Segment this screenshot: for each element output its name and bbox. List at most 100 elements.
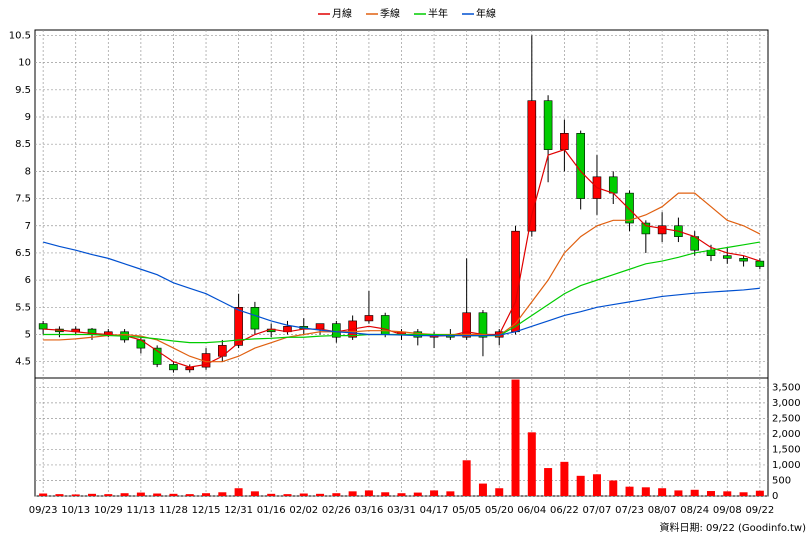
- candle-body: [722, 255, 732, 259]
- volume-bar: [71, 494, 80, 496]
- x-tick-label: 04/17: [420, 505, 449, 516]
- volume-bar: [153, 493, 162, 496]
- candle-body: [641, 222, 651, 235]
- volume-bar: [690, 489, 699, 496]
- volume-bar: [544, 468, 553, 496]
- candle-body: [462, 312, 471, 338]
- y-tick-label: 8: [25, 166, 31, 177]
- y-tick-label: 10.5: [9, 30, 31, 41]
- volume-bar: [706, 491, 715, 496]
- volume-bar: [169, 493, 178, 496]
- volume-bar: [592, 474, 601, 496]
- volume-bar: [332, 493, 341, 496]
- volume-bar: [739, 492, 748, 496]
- y-tick-label: 6: [25, 275, 31, 286]
- x-tick-label: 05/20: [485, 505, 514, 516]
- volume-bar: [674, 490, 683, 496]
- volume-bar: [202, 493, 211, 496]
- volume-bar: [397, 493, 406, 496]
- legend-label: 半年: [428, 7, 448, 20]
- x-tick-label: 11/28: [159, 505, 188, 516]
- volume-bar: [120, 493, 129, 496]
- x-tick-label: 11/13: [126, 505, 155, 516]
- footnote: 資料日期: 09/22 (Goodinfo.tw): [659, 521, 806, 534]
- candle-body: [608, 176, 618, 194]
- x-tick-label: 10/13: [61, 505, 90, 516]
- x-tick-label: 10/29: [94, 505, 123, 516]
- volume-bar: [39, 493, 48, 496]
- y-tick-label: 6.5: [15, 248, 31, 259]
- volume-bar: [723, 491, 732, 496]
- volume-bar: [55, 494, 64, 496]
- y-tick-label: 4.5: [15, 357, 31, 368]
- x-tick-label: 09/22: [745, 505, 774, 516]
- volume-bar: [609, 480, 618, 496]
- x-tick-label: 02/02: [289, 505, 318, 516]
- volume-bar: [495, 488, 504, 496]
- candle-body: [234, 307, 243, 346]
- x-tick-label: 07/07: [583, 505, 612, 516]
- x-tick-label: 01/16: [257, 505, 286, 516]
- volume-bar: [364, 490, 373, 496]
- volume-bar: [218, 492, 227, 496]
- y-tick-label: 9: [25, 112, 31, 123]
- y-tick-label: 9.5: [15, 85, 31, 96]
- x-tick-label: 03/31: [387, 505, 416, 516]
- ma-line: [42, 241, 760, 337]
- x-tick-label: 08/24: [680, 505, 709, 516]
- x-tick-label: 03/16: [355, 505, 384, 516]
- y2-tick-label: 2,500: [772, 413, 801, 424]
- candle-body: [364, 315, 374, 322]
- candle-body: [739, 258, 748, 262]
- volume-bar: [283, 494, 292, 496]
- volume-bar: [641, 487, 650, 496]
- volume-bar: [527, 432, 536, 496]
- legend-label: 年線: [476, 7, 496, 20]
- y2-tick-label: 500: [772, 475, 791, 486]
- volume-bar: [88, 493, 97, 496]
- y2-tick-label: 3,000: [772, 398, 801, 409]
- candle-body: [560, 133, 569, 150]
- y2-tick-label: 2,000: [772, 429, 801, 440]
- x-tick-label: 07/23: [615, 505, 644, 516]
- candle-body: [169, 364, 178, 371]
- legend-label: 季線: [380, 7, 400, 20]
- candle-body: [625, 192, 634, 224]
- volume-bar: [413, 492, 422, 496]
- volume-bar: [478, 483, 487, 496]
- candle-body: [38, 323, 48, 330]
- volume-bar: [446, 491, 455, 496]
- candle-body: [152, 347, 162, 365]
- y2-tick-label: 3,500: [772, 382, 801, 393]
- volume-bar: [658, 488, 667, 496]
- x-tick-label: 09/23: [29, 505, 58, 516]
- volume-bar: [381, 492, 390, 496]
- candle-body: [657, 225, 667, 235]
- x-tick-label: 06/22: [550, 505, 579, 516]
- candle-body: [527, 100, 537, 232]
- volume-bar: [104, 494, 113, 496]
- volume-bar: [625, 486, 634, 496]
- candle-body: [755, 260, 765, 267]
- candle-body: [315, 323, 325, 330]
- volume-bar: [250, 491, 259, 496]
- y2-tick-label: 1,000: [772, 460, 801, 471]
- volume-bar: [185, 494, 194, 496]
- volume-bar: [267, 493, 276, 496]
- volume-bar: [234, 488, 243, 496]
- x-tick-label: 06/04: [517, 505, 546, 516]
- candle-body: [576, 133, 585, 199]
- volume-bar: [299, 493, 308, 496]
- volume-bar: [576, 475, 585, 496]
- volume-bar: [560, 461, 569, 496]
- ma-line: [43, 192, 761, 363]
- x-tick-label: 09/08: [713, 505, 742, 516]
- volume-bar: [462, 460, 471, 496]
- volume-bar: [755, 490, 764, 496]
- y-tick-label: 5: [25, 330, 31, 341]
- x-tick-label: 08/07: [648, 505, 677, 516]
- candle-body: [543, 100, 553, 150]
- y-tick-label: 10: [18, 58, 31, 69]
- volume-bar: [348, 491, 357, 496]
